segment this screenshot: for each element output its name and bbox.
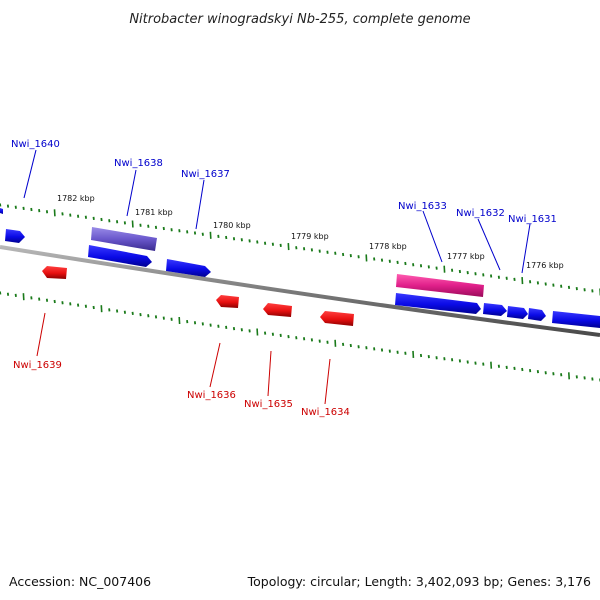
gene-arrow-forward[interactable]	[552, 311, 600, 328]
gene-arrow-reverse[interactable]	[263, 303, 292, 317]
gene-label-forward[interactable]: Nwi_1633	[398, 201, 447, 212]
gene-labels: Nwi_1640 Nwi_1638 Nwi_1637 Nwi_1633 Nwi_…	[11, 139, 557, 418]
gene-arrow-forward[interactable]	[5, 229, 25, 243]
tick-row-outer	[0, 203, 600, 296]
genome-summary: Topology: circular; Length: 3,402,093 bp…	[247, 574, 591, 589]
kbp-label: 1780 kbp	[213, 221, 251, 230]
gene-label-forward[interactable]: Nwi_1632	[456, 208, 505, 219]
gene-arrow-forward[interactable]	[528, 308, 546, 321]
reverse-genes	[42, 266, 354, 326]
kbp-label: 1776 kbp	[526, 261, 564, 270]
kbp-label: 1779 kbp	[291, 232, 329, 241]
map-title: Nitrobacter winogradskyi Nb-255, complet…	[129, 12, 470, 27]
gene-arrow-forward[interactable]	[0, 208, 3, 214]
genome-backbone	[0, 245, 600, 337]
gene-arrow-forward[interactable]	[88, 245, 152, 267]
gene-label-reverse[interactable]: Nwi_1634	[301, 407, 350, 418]
accession-label: Accession: NC_007406	[9, 574, 151, 589]
kbp-label: 1782 kbp	[57, 194, 95, 203]
kbp-label: 1778 kbp	[369, 242, 407, 251]
gene-highlight-pink[interactable]	[396, 274, 484, 297]
gene-label-reverse[interactable]: Nwi_1639	[13, 360, 62, 371]
tick-row-inner	[0, 291, 600, 382]
gene-label-forward[interactable]: Nwi_1638	[114, 158, 163, 169]
kbp-label: 1777 kbp	[447, 252, 485, 261]
gene-label-forward[interactable]: Nwi_1637	[181, 169, 230, 180]
kbp-labels: 1782 kbp 1781 kbp 1780 kbp 1779 kbp 1778…	[57, 194, 564, 270]
gene-highlight-purple[interactable]	[91, 227, 157, 251]
gene-label-forward[interactable]: Nwi_1640	[11, 139, 60, 150]
gene-label-reverse[interactable]: Nwi_1635	[244, 399, 293, 410]
highlight-genes	[91, 227, 484, 297]
gene-arrow-forward[interactable]	[166, 259, 211, 277]
leader-lines	[23, 149, 531, 405]
gene-arrow-reverse[interactable]	[320, 311, 354, 326]
gene-arrow-forward[interactable]	[483, 303, 507, 316]
forward-genes	[0, 208, 600, 328]
gene-label-forward[interactable]: Nwi_1631	[508, 214, 557, 225]
gene-arrow-forward[interactable]	[395, 293, 481, 314]
gene-label-reverse[interactable]: Nwi_1636	[187, 390, 236, 401]
gene-arrow-reverse[interactable]	[216, 295, 239, 308]
gene-arrow-reverse[interactable]	[42, 266, 67, 279]
gene-arrow-forward[interactable]	[507, 306, 528, 319]
kbp-label: 1781 kbp	[135, 208, 173, 217]
